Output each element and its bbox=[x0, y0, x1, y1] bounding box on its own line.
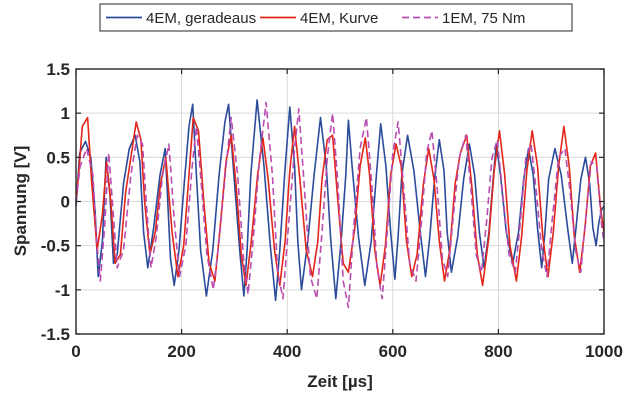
y-tick-label: -1.5 bbox=[41, 325, 70, 344]
y-tick-label: -1 bbox=[55, 281, 70, 300]
y-axis-label: Spannung [V] bbox=[11, 146, 30, 256]
y-tick-label: -0.5 bbox=[41, 237, 70, 256]
y-tick-label: 1.5 bbox=[46, 60, 70, 79]
x-axis-label: Zeit [µs] bbox=[307, 372, 373, 391]
legend: 4EM, geradeaus 4EM, Kurve 1EM, 75 Nm bbox=[99, 3, 573, 32]
series-line-1em-75-nm bbox=[75, 101, 605, 309]
y-tick-label: 0.5 bbox=[46, 148, 70, 167]
series-line-4em-geradeaus bbox=[75, 99, 605, 302]
series-group bbox=[75, 99, 605, 309]
legend-label-1em-75-nm: 1EM, 75 Nm bbox=[442, 10, 525, 27]
legend-label-4em-geradeaus: 4EM, geradeaus bbox=[146, 10, 256, 27]
series-line-4em-kurve bbox=[75, 116, 605, 287]
legend-label-4em-kurve: 4EM, Kurve bbox=[300, 10, 378, 27]
y-tick-label: 0 bbox=[61, 193, 70, 212]
legend-box bbox=[99, 3, 573, 32]
x-tick-label: 600 bbox=[379, 342, 407, 361]
x-tick-label: 400 bbox=[273, 342, 301, 361]
x-tick-label: 0 bbox=[71, 342, 80, 361]
x-tick-label: 800 bbox=[484, 342, 512, 361]
y-tick-label: 1 bbox=[61, 104, 70, 123]
x-tick-label: 1000 bbox=[585, 342, 623, 361]
axis-ticks: 0 200 400 600 800 1000 -1.5 -1 -0.5 0 0.5 1 1.5 bbox=[41, 60, 623, 361]
x-tick-label: 200 bbox=[167, 342, 195, 361]
legend-items: 4EM, geradeaus 4EM, Kurve 1EM, 75 Nm bbox=[106, 10, 525, 27]
